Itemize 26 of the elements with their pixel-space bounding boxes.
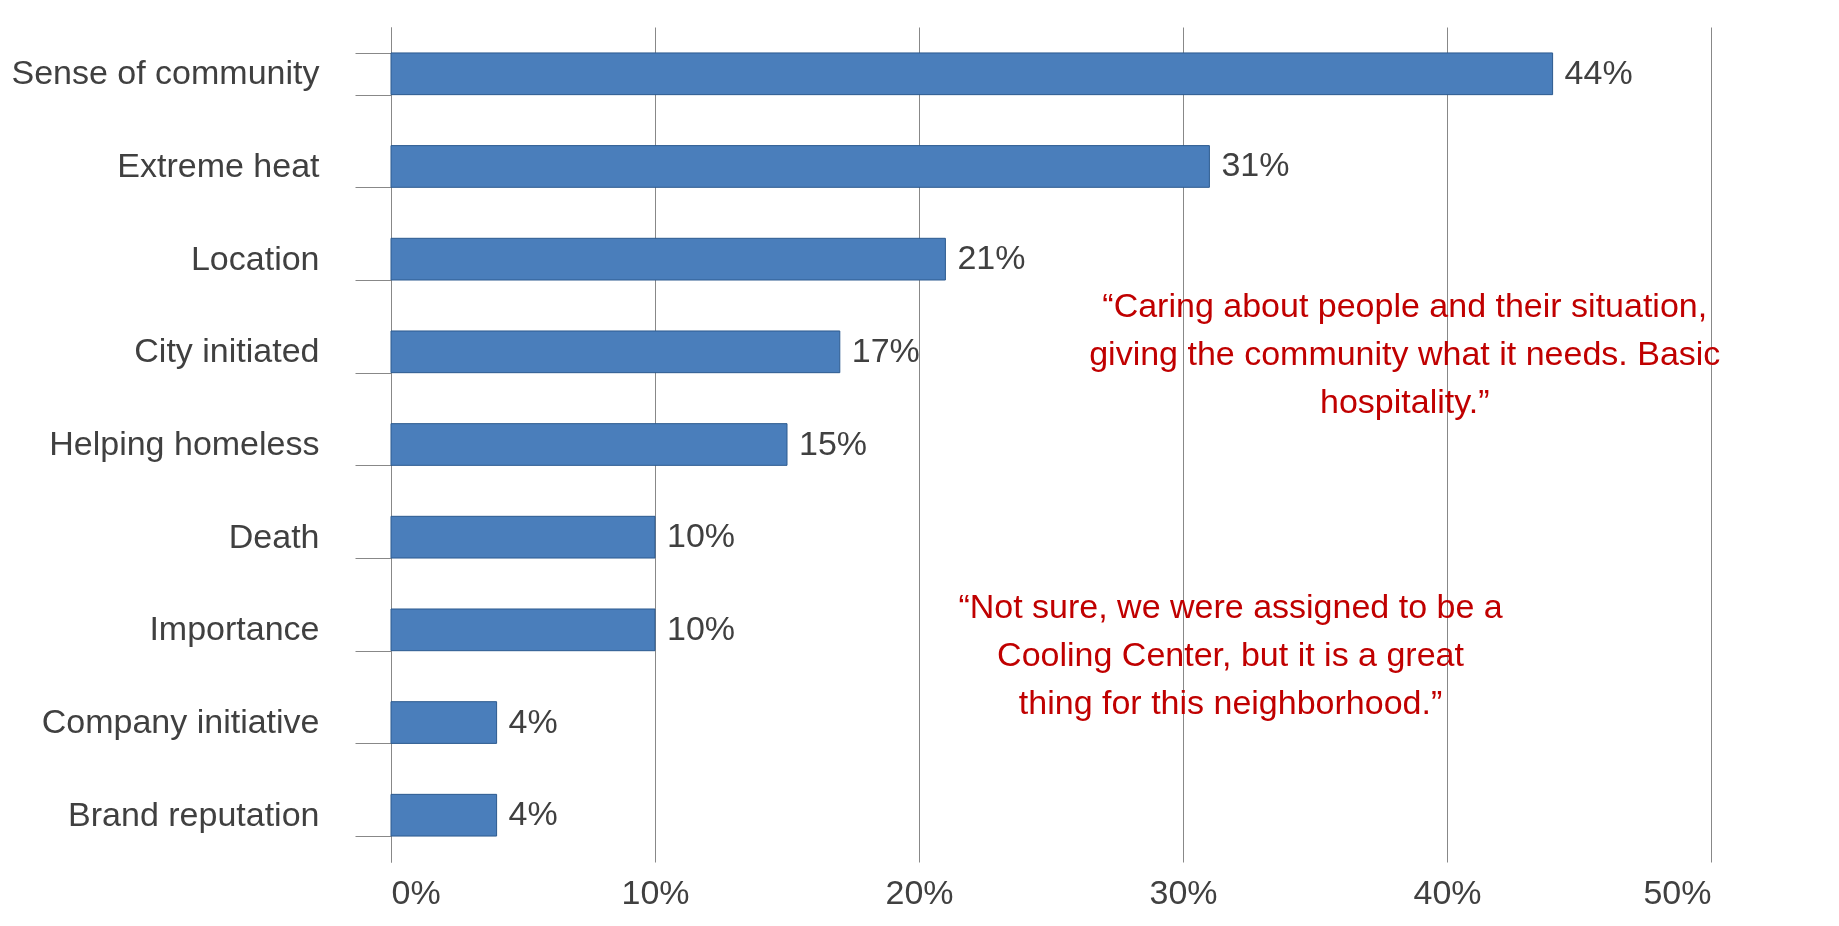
data-label: 17%	[851, 330, 920, 369]
y-tick-label: City initiated	[134, 331, 320, 370]
annotation: “Not sure, we were assigned to be a Cooling Center, but it is a great thing for this neighborhood.”	[958, 586, 1503, 721]
x-tick-label: 30%	[1149, 872, 1218, 911]
x-tick-label: 10%	[621, 872, 690, 911]
y-tick-label: Company initiative	[41, 702, 320, 741]
y-tick-label: Helping homeless	[49, 424, 320, 462]
data-label: 44%	[1564, 52, 1633, 91]
x-tick-label: 40%	[1413, 872, 1482, 911]
data-label: 21%	[957, 238, 1026, 277]
annotation: “Caring about people and their situation, giving the community what it needs. Basic hospitality.”	[1089, 286, 1721, 421]
data-label: 4%	[508, 701, 558, 740]
y-tick-label: Brand reputation	[68, 794, 320, 833]
x-tick-label: 50%	[1643, 872, 1712, 911]
data-label: 31%	[1221, 145, 1290, 184]
y-tick-label: Location	[190, 238, 320, 277]
data-label: 4%	[508, 794, 558, 833]
y-tick-label: Sense of community	[11, 53, 320, 92]
y-tick-label: Death	[228, 516, 320, 555]
data-label: 10%	[667, 516, 736, 555]
y-tick-label: Importance	[149, 609, 320, 648]
x-tick-label: 20%	[885, 872, 954, 911]
x-tick-label: 0%	[391, 872, 441, 911]
data-label: 15%	[799, 423, 868, 462]
y-tick-label: Extreme heat	[117, 145, 321, 184]
data-label: 10%	[667, 608, 736, 647]
